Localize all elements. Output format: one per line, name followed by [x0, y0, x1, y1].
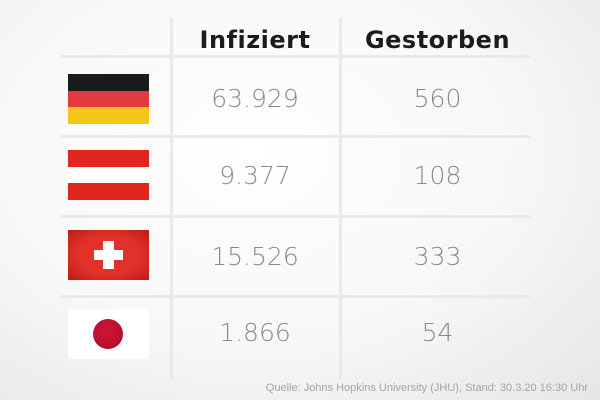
horizontal-divider-3	[60, 215, 530, 218]
vertical-divider-1	[170, 18, 173, 380]
austria-infected-value: 9.377	[219, 161, 291, 190]
switzerland-infected-value: 15.526	[211, 242, 299, 271]
header-infected: Infiziert	[199, 26, 311, 54]
switzerland-deaths-value: 333	[413, 242, 462, 271]
source-note: Quelle: Johns Hopkins University (JHU), …	[265, 382, 588, 394]
austria-deaths-value: 108	[413, 161, 462, 190]
japan-flag-icon	[68, 309, 149, 359]
horizontal-divider-4	[60, 295, 530, 298]
japan-infected-value: 1.866	[219, 318, 291, 347]
germany-flag-icon	[68, 74, 149, 124]
austria-flag-icon	[68, 150, 149, 200]
vertical-divider-2	[339, 18, 342, 380]
japan-deaths-value: 54	[421, 318, 454, 347]
horizontal-divider-2	[60, 135, 530, 138]
header-deaths: Gestorben	[364, 26, 511, 54]
switzerland-flag-icon	[68, 230, 149, 280]
horizontal-divider-1	[60, 55, 530, 58]
germany-deaths-value: 560	[413, 84, 462, 113]
germany-infected-value: 63.929	[211, 84, 299, 113]
